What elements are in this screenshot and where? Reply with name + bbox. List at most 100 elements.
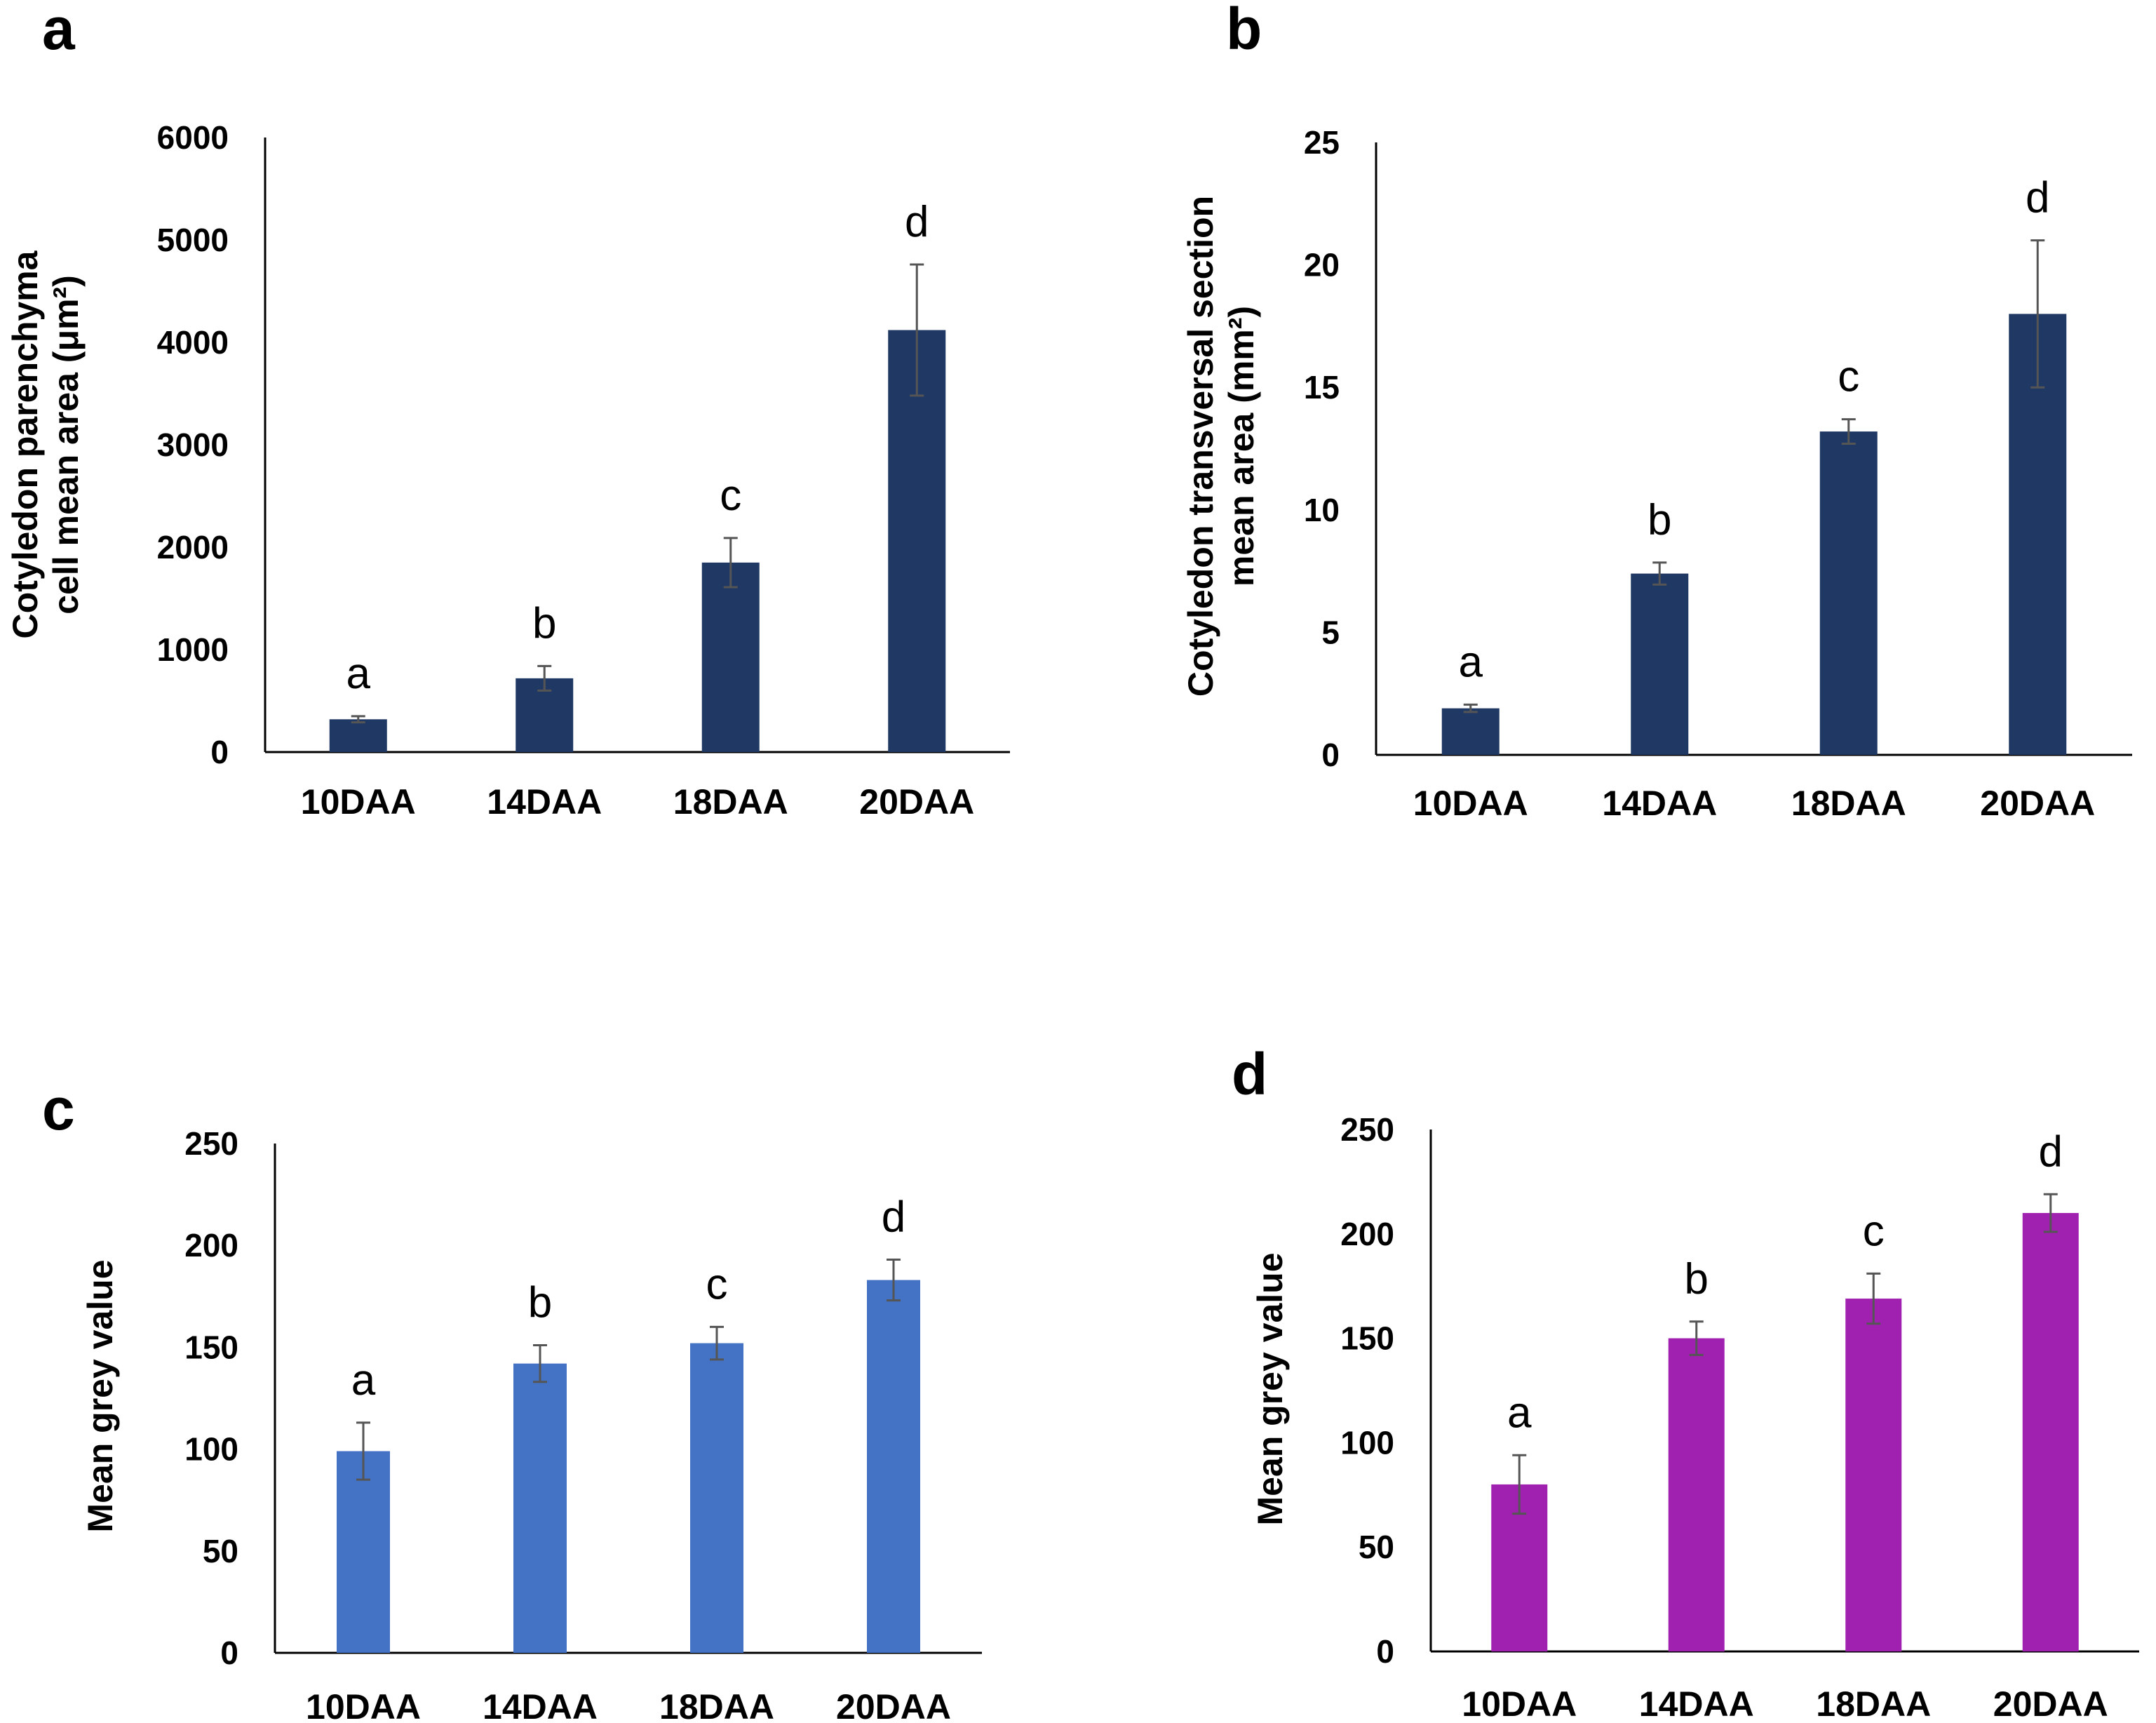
significance-label: c (1863, 1207, 1885, 1255)
y-tick-label: 1000 (157, 631, 229, 668)
panel-letter: d (1232, 1041, 1267, 1107)
y-tick-label: 200 (184, 1227, 238, 1263)
significance-label: c (1838, 353, 1859, 401)
x-tick-label: 20DAA (1993, 1684, 2108, 1723)
y-axis-label: Mean grey value (81, 1259, 120, 1532)
significance-label: a (346, 650, 371, 698)
x-tick-label: 14DAA (487, 782, 602, 822)
x-tick-label: 14DAA (483, 1687, 598, 1723)
error-bar (1841, 418, 1856, 445)
significance-label: a (1507, 1388, 1532, 1437)
bar-18DAA[interactable] (690, 1343, 743, 1653)
bar-10DAA[interactable] (337, 1451, 390, 1653)
panel-letter: a (42, 0, 76, 62)
bar-10DAA[interactable] (1441, 708, 1500, 755)
significance-label: d (2039, 1127, 2063, 1176)
error-bar (2030, 239, 2045, 389)
x-tick-label: 18DAA (659, 1687, 774, 1723)
panel-letter: b (1226, 0, 1262, 62)
y-tick-label: 3000 (157, 427, 229, 463)
y-tick-label: 250 (184, 1125, 238, 1162)
significance-label: b (528, 1278, 552, 1327)
bar-18DAA[interactable] (1845, 1299, 1902, 1651)
y-tick-label: 100 (1340, 1424, 1394, 1461)
significance-label: b (1685, 1255, 1709, 1303)
bar-20DAA[interactable] (2022, 1213, 2079, 1651)
y-tick-label: 50 (1359, 1529, 1394, 1565)
significance-label: a (1459, 638, 1483, 686)
y-tick-label: 0 (220, 1635, 238, 1671)
y-tick-label: 0 (1376, 1633, 1394, 1670)
y-tick-label: 50 (203, 1533, 238, 1569)
y-axis-label: Mean grey value (1251, 1252, 1290, 1525)
significance-label: c (706, 1260, 728, 1308)
error-bar (1463, 703, 1478, 713)
y-axis-label: Cotyledon parenchyma (6, 250, 45, 638)
bar-18DAA[interactable] (701, 562, 760, 752)
error-bar (537, 664, 552, 692)
bar-14DAA[interactable] (513, 1363, 567, 1653)
error-bar (1652, 561, 1667, 586)
y-tick-label: 5 (1321, 614, 1340, 650)
y-tick-label: 250 (1340, 1111, 1394, 1148)
error-bar (351, 715, 365, 724)
error-bar (710, 1325, 724, 1361)
bar-18DAA[interactable] (1819, 431, 1878, 755)
bar-10DAA[interactable] (329, 719, 387, 752)
y-tick-label: 4000 (157, 324, 229, 361)
bar-14DAA[interactable] (1668, 1338, 1725, 1651)
x-tick-label: 10DAA (301, 782, 416, 822)
y-tick-label: 2000 (157, 529, 229, 565)
x-tick-label: 14DAA (1639, 1684, 1754, 1723)
y-tick-label: 0 (210, 734, 229, 770)
error-bar (887, 1259, 901, 1302)
y-tick-label: 150 (184, 1329, 238, 1365)
y-tick-label: 15 (1304, 369, 1340, 405)
significance-label: b (532, 599, 556, 648)
bar-20DAA[interactable] (867, 1280, 920, 1653)
y-tick-label: 100 (184, 1431, 238, 1468)
significance-label: d (882, 1193, 905, 1242)
y-tick-label: 150 (1340, 1320, 1394, 1357)
y-tick-label: 200 (1340, 1216, 1394, 1252)
y-tick-label: 20 (1304, 247, 1340, 283)
significance-label: d (2026, 174, 2049, 222)
error-bar (1866, 1272, 1881, 1325)
significance-label: a (351, 1356, 376, 1404)
x-tick-label: 20DAA (836, 1687, 951, 1723)
y-tick-label: 10 (1304, 492, 1340, 528)
error-bar (723, 537, 738, 589)
error-bar (356, 1421, 370, 1481)
y-tick-label: 6000 (157, 119, 229, 156)
bar-20DAA[interactable] (888, 330, 946, 753)
y-axis-label: mean area (mm²) (1222, 306, 1261, 586)
significance-label: b (1648, 496, 1671, 544)
panel-a: a 0 1000 2000 3000 4000 5000 6000 Cotyledon pare… (6, 0, 1010, 822)
error-bar (1689, 1320, 1704, 1356)
x-tick-label: 18DAA (1791, 784, 1906, 823)
x-tick-label: 14DAA (1602, 784, 1717, 823)
significance-label: d (905, 198, 929, 246)
x-tick-label: 10DAA (1413, 784, 1528, 823)
x-tick-label: 20DAA (1980, 784, 2095, 823)
x-tick-label: 18DAA (1816, 1684, 1931, 1723)
y-tick-label: 25 (1304, 124, 1340, 161)
significance-label: c (720, 471, 741, 520)
panel-c: c 0 50 100 150 200 250 Mean grey value a 10DAA b 14… (42, 1076, 982, 1723)
error-bar (910, 263, 924, 397)
y-tick-label: 5000 (157, 222, 229, 258)
panel-d: d 0 50 100 150 200 250 Mean grey value a 10DAA b 14… (1232, 1041, 2139, 1723)
y-axis-label: Cotyledon transversal section (1181, 196, 1220, 697)
y-axis-label: cell mean area (μm²) (46, 275, 86, 615)
x-tick-label: 18DAA (673, 782, 788, 822)
bar-14DAA[interactable] (1631, 573, 1689, 755)
x-tick-label: 20DAA (859, 782, 974, 822)
y-tick-label: 0 (1321, 737, 1340, 773)
panel-b: b 0 5 10 15 20 25 Cotyledon transversal section… (1181, 0, 2132, 823)
error-bar (2043, 1193, 2058, 1233)
error-bar (1512, 1454, 1527, 1515)
error-bar (533, 1343, 547, 1383)
x-tick-label: 10DAA (306, 1687, 421, 1723)
x-tick-label: 10DAA (1462, 1684, 1577, 1723)
